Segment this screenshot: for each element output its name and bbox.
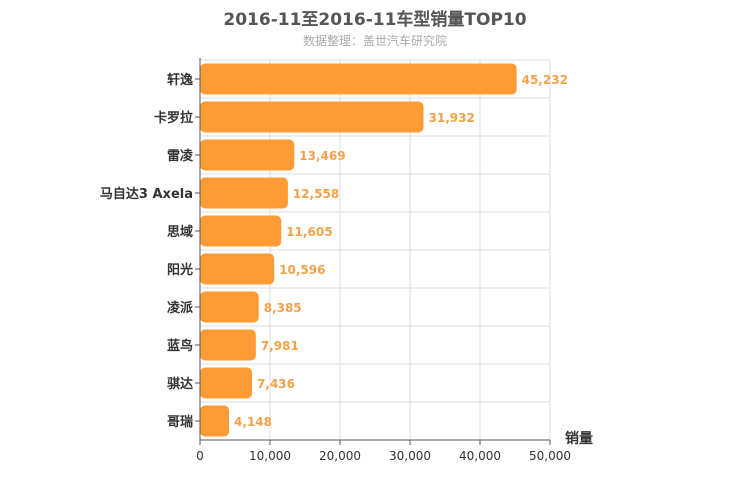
category-label: 轩逸 [167, 72, 193, 88]
x-tick-label: 40,000 [459, 449, 501, 463]
bar [200, 101, 424, 133]
bar [200, 253, 275, 285]
value-label: 8,385 [264, 301, 302, 315]
chart-subtitle: 数据整理：盖世汽车研究院 [302, 34, 447, 48]
category-label: 思域 [167, 224, 193, 240]
chart-title: 2016-11至2016-11车型销量TOP10 [223, 10, 527, 30]
category-label: 卡罗拉 [154, 110, 193, 126]
x-tick-label: 50,000 [529, 449, 571, 463]
x-tick-label: 10,000 [249, 449, 291, 463]
bars [200, 63, 517, 437]
labels: 0 10,000 20,000 30,000 40,000 50,000 轩逸 45,232 卡… [100, 72, 571, 463]
value-label: 11,605 [286, 225, 332, 239]
category-label: 马自达3 Axela [100, 186, 193, 202]
x-tick-label: 30,000 [389, 449, 431, 463]
value-label: 10,596 [279, 263, 325, 277]
value-label: 7,981 [261, 339, 299, 353]
x-tick-label: 0 [196, 449, 204, 463]
value-label: 4,148 [234, 415, 272, 429]
value-label: 45,232 [522, 73, 568, 87]
value-label: 31,932 [429, 111, 475, 125]
value-label: 12,558 [293, 187, 339, 201]
category-label: 凌派 [167, 300, 194, 316]
axes [195, 58, 551, 445]
grid-lines [200, 59, 551, 441]
value-label: 7,436 [257, 377, 295, 391]
value-label: 13,469 [299, 149, 345, 163]
bar [200, 177, 288, 209]
bar [200, 63, 517, 95]
bar [200, 139, 295, 171]
x-tick-label: 20,000 [319, 449, 361, 463]
bar [200, 367, 253, 399]
bar [200, 291, 259, 323]
category-label: 阳光 [167, 262, 193, 278]
category-label: 骐达 [167, 376, 193, 392]
bar [200, 405, 230, 437]
bar [200, 329, 256, 361]
category-label: 哥瑞 [167, 414, 193, 430]
x-axis-title: 销量 [565, 430, 593, 447]
category-label: 蓝鸟 [167, 338, 193, 354]
bar [200, 215, 282, 247]
category-label: 雷凌 [167, 148, 194, 164]
